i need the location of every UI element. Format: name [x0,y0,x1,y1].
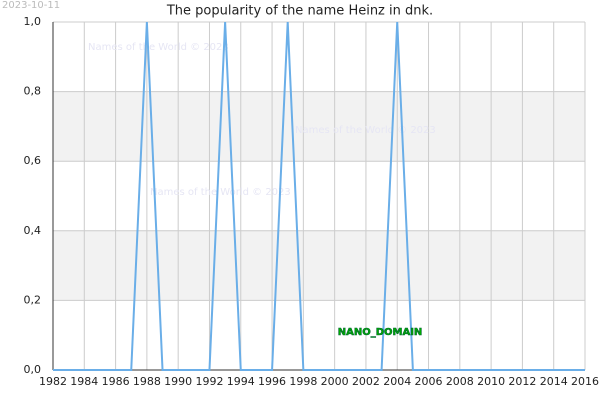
watermark: Names of the World © 2023 [150,187,291,198]
y-tick-label: 0,2 [24,293,42,306]
x-tick-label: 2016 [571,375,599,388]
x-tick-label: 2006 [415,375,443,388]
date-stamp: 2023-10-11 [2,0,60,11]
x-tick-label: 1994 [227,375,255,388]
x-tick-label: 1990 [164,375,192,388]
x-tick-label: 1992 [195,375,223,388]
x-tick-label: 1986 [102,375,130,388]
chart-title: The popularity of the name Heinz in dnk. [166,4,433,19]
x-tick-label: 1998 [289,375,317,388]
x-tick-label: 2014 [540,375,568,388]
x-tick-label: 2002 [352,375,380,388]
x-tick-label: 1982 [39,375,67,388]
watermark: Names of the World © 2023 [295,125,436,136]
y-tick-label: 0,0 [24,363,42,376]
y-tick-label: 0,8 [24,85,42,98]
y-tick-label: 0,4 [24,224,42,237]
x-tick-label: 2008 [446,375,474,388]
x-tick-label: 2004 [383,375,411,388]
annotation: NANO_DOMAIN [338,327,423,338]
grid-band [53,230,585,301]
x-tick-label: 1996 [258,375,286,388]
y-tick-label: 1,0 [24,15,42,28]
data-line [53,21,585,371]
x-tick-label: 1984 [70,375,98,388]
x-tick-label: 2000 [321,375,349,388]
y-tick-label: 0,6 [24,154,42,167]
x-tick-label: 2012 [508,375,536,388]
x-tick-label: 1988 [133,375,161,388]
x-tick-label: 2010 [477,375,505,388]
watermark: Names of the World © 2023 [88,42,229,53]
